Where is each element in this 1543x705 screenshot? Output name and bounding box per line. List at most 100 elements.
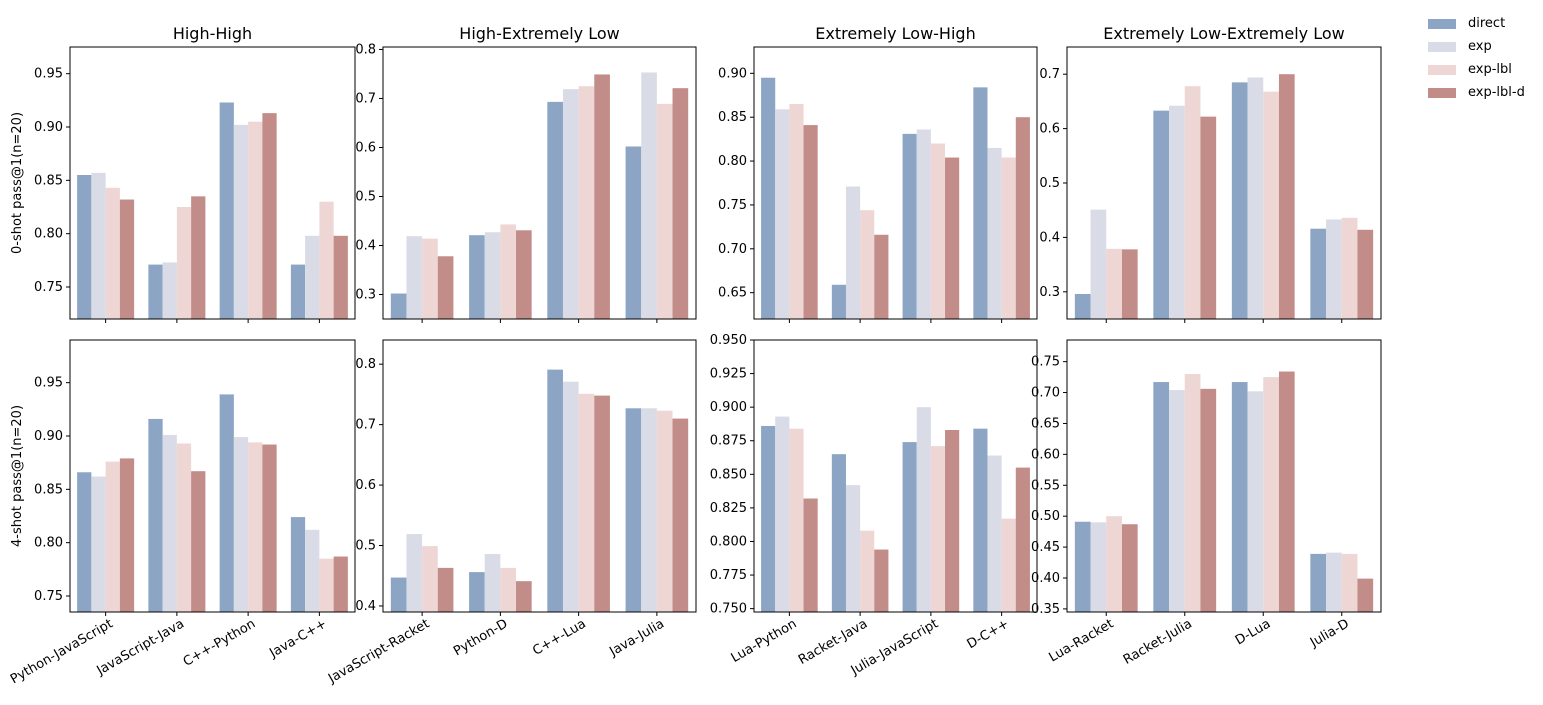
y-tick-label: 0.35 [1031,602,1060,617]
legend-label-direct: direct [1468,16,1506,31]
bar-exp-julia-javascript [916,129,931,319]
bar-exp-java-cpp [305,529,320,612]
bar-direct-julia-d [1310,228,1327,319]
bar-exp-cpp-lua [562,381,579,612]
y-tick-label: 0.85 [34,482,63,497]
bar-exp-lbl-d-java-cpp [333,235,348,319]
y-tick-label: 0.85 [34,173,63,188]
y-tick-label: 0.65 [718,286,747,301]
bar-exp-cpp-python [233,437,249,612]
bar-exp-python-d [484,232,501,319]
y-tick-label: 0.8 [355,357,376,372]
bar-exp-java-julia [641,72,657,319]
bar-exp-lbl-d-python-d [516,230,532,319]
bar-exp-javascript-java [162,434,177,612]
y-tick-label: 0.70 [1031,386,1060,401]
legend-swatch-exp-lbl [1428,64,1456,75]
plot-frame [69,339,356,613]
bar-exp-lbl-lua-racket [1106,516,1122,612]
y-tick-label: 0.8 [355,42,376,57]
y-tick-label: 0.90 [718,66,747,81]
y-tick-label: 0.95 [34,376,63,391]
bar-exp-lbl-cpp-python [248,442,263,612]
x-tick-label-d-lua: D-Lua [1233,616,1273,648]
x-tick-label-cpp-lua: C++-Lua [530,616,588,658]
plot-frame [753,46,1038,320]
bar-exp-lbl-d-cpp-python [262,444,277,612]
bar-exp-cpp-python [233,124,249,320]
bar-direct-julia-javascript [902,442,917,612]
bar-exp-java-julia [641,408,657,612]
bar-exp-julia-d [1326,552,1342,612]
y-tick-label: 0.5 [355,189,376,204]
legend-item-exp-lbl: exp-lbl [1428,58,1525,81]
y-tick-label: 0.750 [710,602,747,617]
bar-exp-lbl-d-julia-javascript [945,157,960,319]
x-tick-label-python-d: Python-D [451,616,510,659]
y-tick-label: 0.6 [1039,122,1060,137]
x-tick-label-cpp-python: C++-Python [181,616,258,669]
bar-exp-lbl-racket-julia [1184,86,1201,319]
bar-direct-cpp-lua [547,101,563,319]
bar-exp-lbl-cpp-python [248,121,263,319]
bar-exp-lbl-d-java-cpp [333,556,348,612]
subplot-4: 0.3 0.4 0.5 0.6 0.7 Extremely Low-Extremely L… [1039,24,1382,323]
y-tick-label: 0.5 [355,539,376,554]
y-tick-label: 0.875 [710,434,747,449]
y-tick-label: 0.775 [710,568,747,583]
y-tick-label: 0.3 [355,287,376,302]
bar-exp-cpp-lua [562,89,579,320]
bar-exp-lbl-d-python-d [516,581,532,612]
legend-label-exp: exp [1468,39,1492,54]
bar-exp-lbl-lua-racket [1106,248,1122,319]
bar-exp-lbl-d-python-javascript [119,199,135,319]
bar-exp-lbl-d-javascript-java [191,196,206,319]
plot-frame [69,46,356,320]
bar-exp-lbl-racket-java [860,530,875,612]
bar-exp-lbl-python-d [500,224,517,319]
y-tick-label: 0.4 [1039,230,1060,245]
bar-direct-d-cpp [973,87,988,319]
y-tick-label: 0.4 [355,238,376,253]
bar-direct-julia-javascript [902,133,917,319]
y-axis-label: 0-shot pass@1(n=20) [10,112,25,254]
legend-item-exp-lbl-d: exp-lbl-d [1428,81,1525,104]
bar-direct-d-lua [1231,82,1248,319]
y-tick-label: 0.75 [34,589,63,604]
bar-direct-java-cpp [290,517,306,612]
y-tick-label: 0.4 [355,599,376,614]
legend-item-direct: direct [1428,12,1525,35]
y-tick-label: 0.95 [34,67,63,82]
bar-exp-lbl-python-javascript [105,461,120,612]
bar-direct-cpp-lua [547,369,563,612]
bar-exp-lbl-d-java-julia [672,88,689,319]
bar-exp-lbl-javascript-java [176,207,192,319]
y-tick-label: 0.900 [710,400,747,415]
bar-direct-d-cpp [973,428,988,612]
y-tick-label: 0.800 [710,534,747,549]
bar-exp-python-d [484,553,501,612]
bar-exp-lbl-d-javascript-racket [437,256,454,319]
y-axis-label: 4-shot pass@1(n=20) [10,405,25,547]
bar-direct-lua-racket [1074,293,1091,319]
y-tick-label: 0.45 [1031,540,1060,555]
y-tick-label: 0.90 [34,429,63,444]
y-tick-label: 0.65 [1031,416,1060,431]
bar-exp-lbl-lua-python [789,104,804,319]
y-tick-label: 0.7 [355,91,376,106]
bar-exp-racket-julia [1169,105,1185,319]
bar-exp-lbl-d-d-lua [1278,74,1295,319]
subplot-3: 0.65 0.70 0.75 0.80 0.85 0.90 Extremely Low-Hi… [718,24,1038,323]
bar-exp-lua-racket [1090,522,1107,612]
plot-frame [382,339,697,613]
y-tick-label: 0.75 [1031,355,1060,370]
bar-exp-lbl-cpp-lua [578,86,595,320]
bar-exp-lbl-java-julia [656,103,673,319]
bar-exp-lbl-python-d [500,567,517,612]
bar-direct-lua-racket [1074,521,1091,612]
subplot-1: 0.75 0.80 0.85 0.90 0.95 High-High 0-shot pass… [10,24,356,323]
bar-exp-lbl-d-cpp [1001,518,1016,612]
bar-exp-racket-julia [1169,390,1185,612]
bar-direct-python-d [469,572,485,612]
